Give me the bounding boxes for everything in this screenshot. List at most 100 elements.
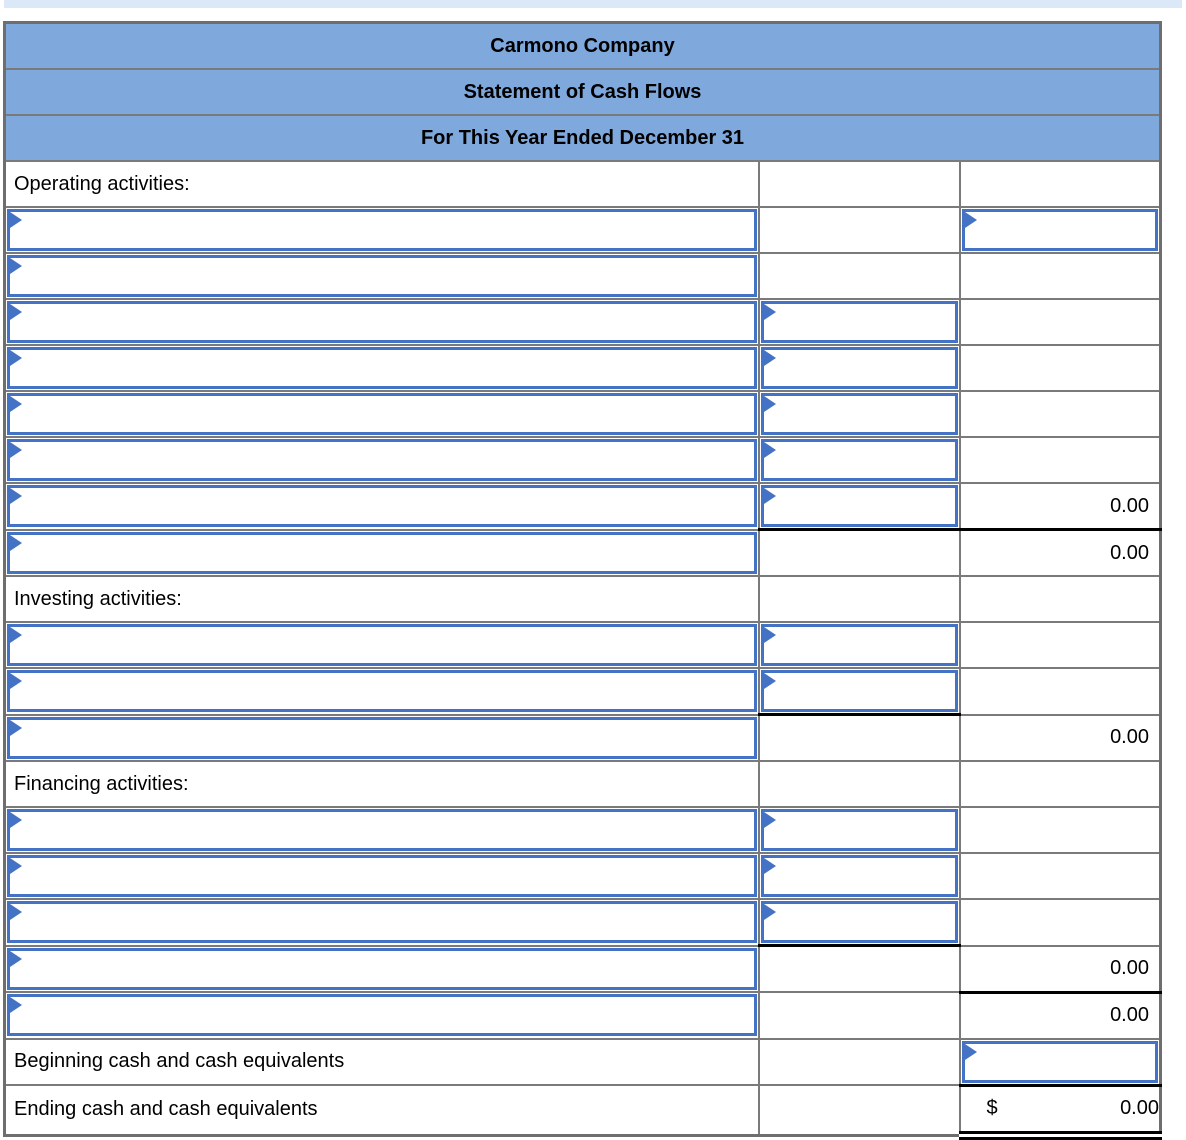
empty-cell xyxy=(958,252,1162,300)
description-input[interactable] xyxy=(7,347,757,389)
empty-cell xyxy=(958,667,1162,716)
empty-cell xyxy=(958,760,1162,808)
beginning-cash-input[interactable] xyxy=(961,1040,1158,1083)
empty-cell xyxy=(757,713,961,762)
answer-marker-icon xyxy=(763,488,776,504)
description-input[interactable] xyxy=(7,301,757,343)
answer-cell xyxy=(757,436,961,484)
empty-cell xyxy=(958,898,1162,947)
section-label-cell: Financing activities: xyxy=(3,760,760,808)
answer-marker-icon xyxy=(10,488,22,505)
empty-cell xyxy=(958,806,1162,854)
answer-cell xyxy=(958,1037,1162,1086)
description-input[interactable] xyxy=(7,439,757,481)
description-input[interactable] xyxy=(7,994,757,1037)
amount-input[interactable] xyxy=(760,624,958,666)
amount-input[interactable] xyxy=(760,485,958,527)
empty-cell xyxy=(958,344,1162,392)
description-input[interactable] xyxy=(7,901,757,944)
answer-cell xyxy=(3,206,760,254)
answer-cell xyxy=(3,436,760,484)
description-input[interactable] xyxy=(7,255,757,297)
description-input[interactable] xyxy=(7,947,757,990)
empty-cell xyxy=(757,760,961,808)
answer-cell xyxy=(958,206,1162,254)
answer-marker-icon xyxy=(964,1043,977,1060)
title-row-period: For This Year Ended December 31 xyxy=(3,114,1162,162)
investing-section-label: Investing activities: xyxy=(14,587,182,610)
empty-cell xyxy=(757,252,961,300)
answer-cell xyxy=(3,528,760,577)
title-row-company: Carmono Company xyxy=(3,21,1162,70)
description-input[interactable] xyxy=(7,531,757,574)
answer-marker-icon xyxy=(964,212,977,228)
answer-cell xyxy=(3,898,760,947)
empty-cell xyxy=(958,390,1162,438)
answer-marker-icon xyxy=(10,350,22,366)
amount-input[interactable] xyxy=(760,809,958,851)
operating-items-total-value: 0.00 xyxy=(1110,494,1149,517)
answer-marker-icon xyxy=(10,858,22,874)
empty-cell xyxy=(757,944,961,993)
answer-marker-icon xyxy=(763,858,776,874)
answer-cell xyxy=(757,621,961,669)
total-amount-input[interactable] xyxy=(961,209,1158,251)
ending-cash-label: Ending cash and cash equivalents xyxy=(14,1098,318,1121)
description-input[interactable] xyxy=(7,485,757,528)
description-input[interactable] xyxy=(7,809,757,851)
cash-flow-statement-table: Carmono Company Statement of Cash Flows … xyxy=(3,21,1162,1140)
answer-marker-icon xyxy=(10,304,22,320)
amount-input[interactable] xyxy=(760,301,958,343)
amount-input[interactable] xyxy=(760,439,958,481)
answer-marker-icon xyxy=(10,719,22,736)
input-row-net-investing: 0.00 xyxy=(3,713,1162,762)
answer-marker-icon xyxy=(10,997,22,1014)
answer-marker-icon xyxy=(10,534,22,551)
answer-marker-icon xyxy=(10,212,22,228)
answer-marker-icon xyxy=(763,396,776,412)
amount-input[interactable] xyxy=(760,901,958,943)
answer-marker-icon xyxy=(10,442,22,458)
amount-input[interactable] xyxy=(760,670,958,712)
description-input[interactable] xyxy=(7,393,757,435)
amount-input[interactable] xyxy=(760,347,958,389)
answer-cell xyxy=(3,944,760,993)
input-row xyxy=(3,621,1162,669)
input-row-operating-subtotal: 0.00 xyxy=(3,482,1162,531)
answer-cell xyxy=(3,621,760,669)
top-accent-strip xyxy=(4,0,1182,8)
answer-cell xyxy=(3,390,760,438)
answer-marker-icon xyxy=(10,258,22,274)
empty-cell xyxy=(757,160,961,208)
description-input[interactable] xyxy=(7,716,757,759)
answer-marker-icon xyxy=(10,904,22,921)
input-row-net-financing: 0.00 xyxy=(3,944,1162,994)
net-operating-value: 0.00 xyxy=(1110,541,1149,564)
computed-value-cell: 0.00 xyxy=(958,482,1162,531)
description-input[interactable] xyxy=(7,670,757,713)
ending-cash-row: Ending cash and cash equivalents $ 0.00 xyxy=(3,1083,1162,1140)
answer-marker-icon xyxy=(763,812,776,828)
answer-cell xyxy=(3,252,760,300)
section-row-operating: Operating activities: xyxy=(3,160,1162,208)
amount-input[interactable] xyxy=(760,855,958,897)
section-label-cell: Operating activities: xyxy=(3,160,760,208)
description-input[interactable] xyxy=(7,855,757,897)
row-label-cell: Ending cash and cash equivalents xyxy=(3,1084,760,1136)
computed-value-cell: 0.00 xyxy=(958,991,1162,1040)
input-row xyxy=(3,206,1162,254)
beginning-cash-row: Beginning cash and cash equivalents xyxy=(3,1037,1162,1086)
computed-value-cell: 0.00 xyxy=(958,944,1162,994)
input-row-financing-subtotal xyxy=(3,898,1162,947)
dollar-sign: $ xyxy=(986,1097,998,1119)
answer-cell xyxy=(757,806,961,854)
empty-cell xyxy=(757,1084,961,1136)
answer-cell xyxy=(3,713,760,762)
answer-marker-icon xyxy=(10,627,22,643)
description-input[interactable] xyxy=(7,624,757,666)
answer-marker-icon xyxy=(763,442,776,458)
amount-input[interactable] xyxy=(760,393,958,435)
empty-cell xyxy=(958,436,1162,484)
description-input[interactable] xyxy=(7,209,757,251)
